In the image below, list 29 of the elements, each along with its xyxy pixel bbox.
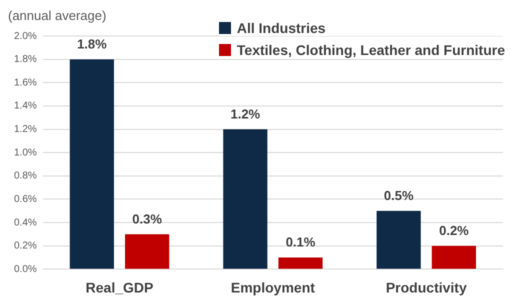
legend-label: All Industries: [236, 20, 326, 36]
y-tick-label: 0.0%: [14, 264, 37, 275]
y-tick-label: 1.2%: [14, 124, 37, 136]
x-tick-label: Employment: [230, 279, 316, 296]
y-tick-label: 2.0%: [14, 30, 37, 42]
legend-label: Textiles, Clothing, Leather and Furniture: [236, 42, 505, 58]
data-label: 1.8%: [77, 36, 108, 52]
y-tick-label: 0.4%: [14, 217, 37, 228]
y-tick-label: 0.6%: [14, 194, 37, 205]
data-label: 0.3%: [132, 211, 162, 226]
bar: [376, 210, 421, 269]
bar: [223, 129, 268, 269]
y-tick-label: 1.8%: [14, 54, 37, 66]
bar: [432, 246, 476, 269]
x-tick-label: Productivity: [386, 279, 467, 296]
y-tick-label: 1.0%: [14, 147, 37, 158]
y-tick-label: 1.6%: [14, 77, 37, 88]
data-label: 1.2%: [230, 106, 261, 122]
bar: [70, 59, 114, 269]
data-label: 0.5%: [384, 188, 414, 203]
bar: [125, 234, 170, 269]
data-label: 0.1%: [286, 234, 316, 250]
text: (annual average): [8, 8, 106, 23]
bar: [278, 258, 323, 269]
y-tick-label: 0.2%: [14, 240, 37, 252]
y-tick-label: 1.4%: [14, 100, 37, 112]
y-tick-label: 0.8%: [14, 170, 37, 182]
data-label: 0.2%: [439, 222, 470, 238]
x-tick-label: Real_GDP: [86, 279, 154, 296]
